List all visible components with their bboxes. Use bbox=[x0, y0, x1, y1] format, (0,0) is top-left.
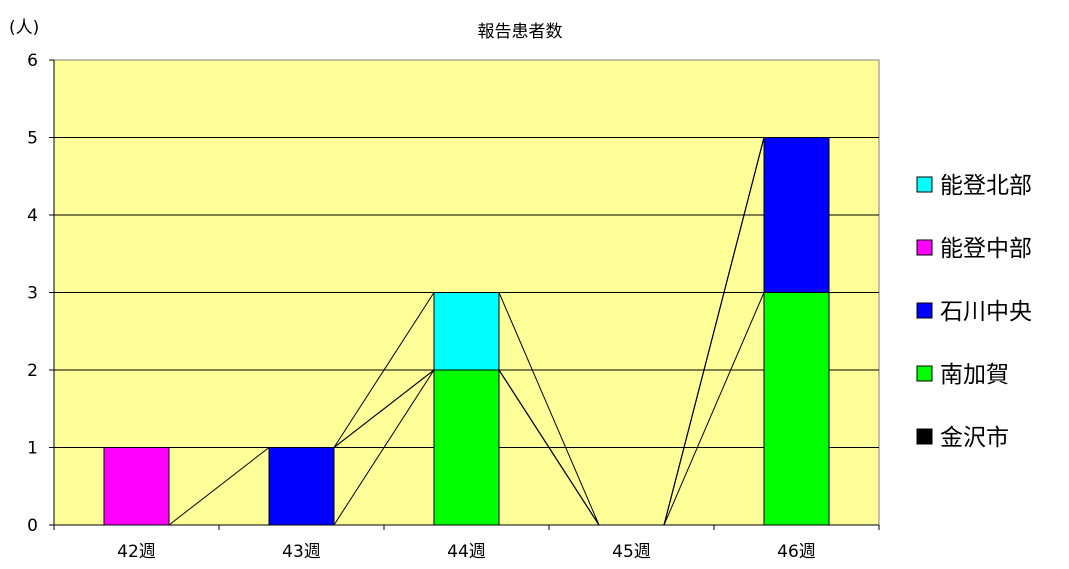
legend-item: 能登中部 bbox=[916, 236, 1032, 262]
y-tick-label: 1 bbox=[27, 439, 38, 459]
series-connector-line bbox=[333, 369, 435, 448]
bar-segment bbox=[433, 292, 500, 371]
legend-swatch bbox=[916, 239, 933, 256]
x-tick-labels: 42週 43週 44週 45週 46週 bbox=[117, 542, 816, 562]
axes bbox=[49, 59, 880, 530]
bar-segment bbox=[103, 447, 170, 526]
legend-item: 能登北部 bbox=[916, 173, 1032, 199]
y-tick-label: 0 bbox=[27, 516, 38, 536]
series-connector-line bbox=[498, 369, 600, 526]
y-tick-labels: 0 1 2 3 4 5 6 bbox=[27, 51, 38, 536]
x-tick-label: 42週 bbox=[117, 542, 156, 562]
series-connector-line bbox=[498, 292, 600, 526]
legend-item: 南加賀 bbox=[916, 362, 1009, 388]
chart-title: 報告患者数 bbox=[478, 22, 563, 42]
legend-swatch bbox=[916, 302, 933, 319]
x-tick-label: 43週 bbox=[282, 542, 321, 562]
x-tick-label: 46週 bbox=[777, 542, 816, 562]
legend-label: 能登北部 bbox=[940, 173, 1032, 199]
legend-item: 石川中央 bbox=[916, 299, 1032, 325]
y-tick-label: 4 bbox=[27, 206, 38, 226]
y-tick-label: 5 bbox=[27, 129, 38, 149]
y-axis-unit: (人) bbox=[9, 18, 39, 38]
legend-label: 能登中部 bbox=[940, 236, 1032, 262]
series-connector-line bbox=[333, 292, 435, 448]
bars bbox=[103, 137, 830, 526]
x-tick-label: 44週 bbox=[447, 542, 486, 562]
bar-segment bbox=[433, 369, 500, 526]
legend-item: 金沢市 bbox=[916, 425, 1009, 451]
bar-segment bbox=[763, 292, 830, 526]
y-tick-label: 3 bbox=[27, 284, 38, 304]
legend-swatch bbox=[916, 428, 933, 445]
bar-segment bbox=[763, 137, 830, 293]
series-connector-line bbox=[663, 292, 765, 526]
legend-label: 石川中央 bbox=[940, 299, 1032, 325]
y-tick-label: 6 bbox=[27, 51, 38, 71]
legend-swatch bbox=[916, 365, 933, 382]
bar-segment bbox=[268, 447, 335, 526]
series-connector-line bbox=[168, 447, 270, 526]
x-tick-label: 45週 bbox=[612, 542, 651, 562]
legend-label: 南加賀 bbox=[940, 362, 1009, 388]
series-connector-line bbox=[663, 137, 765, 526]
legend-swatch bbox=[916, 176, 933, 193]
legend-label: 金沢市 bbox=[940, 425, 1009, 451]
series-connector-line bbox=[333, 369, 435, 526]
y-tick-label: 2 bbox=[27, 361, 38, 381]
